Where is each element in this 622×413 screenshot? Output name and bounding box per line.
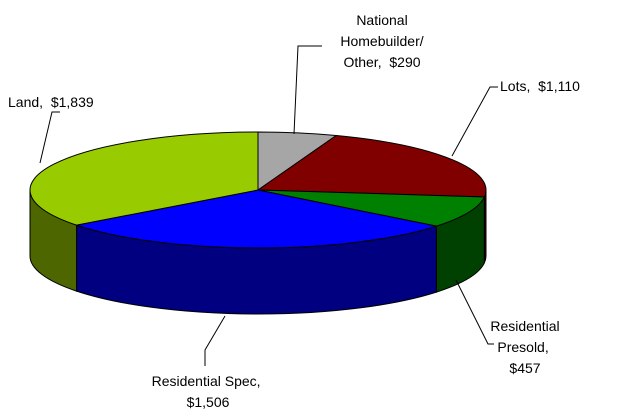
slice-label: Land, $1,839: [8, 92, 168, 113]
slice: [74, 189, 439, 249]
value-label: $1,506: [186, 394, 230, 410]
value-label: $1,839: [50, 94, 94, 110]
slice-label: Residential Spec, $1,506: [148, 371, 268, 413]
leader-line: [39, 111, 60, 164]
category-label: National Homebuilder/ Other,: [340, 12, 424, 70]
slice-label: Residential Presold, $457: [484, 316, 566, 379]
leader-line: [451, 86, 498, 157]
value-label: $457: [509, 360, 541, 376]
category-label: Residential Presold,: [490, 318, 560, 355]
slice: [29, 131, 259, 226]
category-label: Residential Spec,: [151, 373, 261, 389]
slice: [256, 135, 487, 198]
slice-label: National Homebuilder/ Other, $290: [330, 10, 434, 73]
category-label: Land,: [8, 94, 44, 110]
value-label: $1,110: [538, 78, 580, 94]
leader-line: [204, 315, 226, 366]
slice: [257, 189, 486, 227]
value-label: $290: [389, 54, 421, 70]
category-label: Lots,: [500, 78, 531, 94]
slice-label: Lots, $1,110: [500, 76, 622, 97]
leader-line: [293, 45, 322, 135]
leader-line: [455, 279, 494, 345]
